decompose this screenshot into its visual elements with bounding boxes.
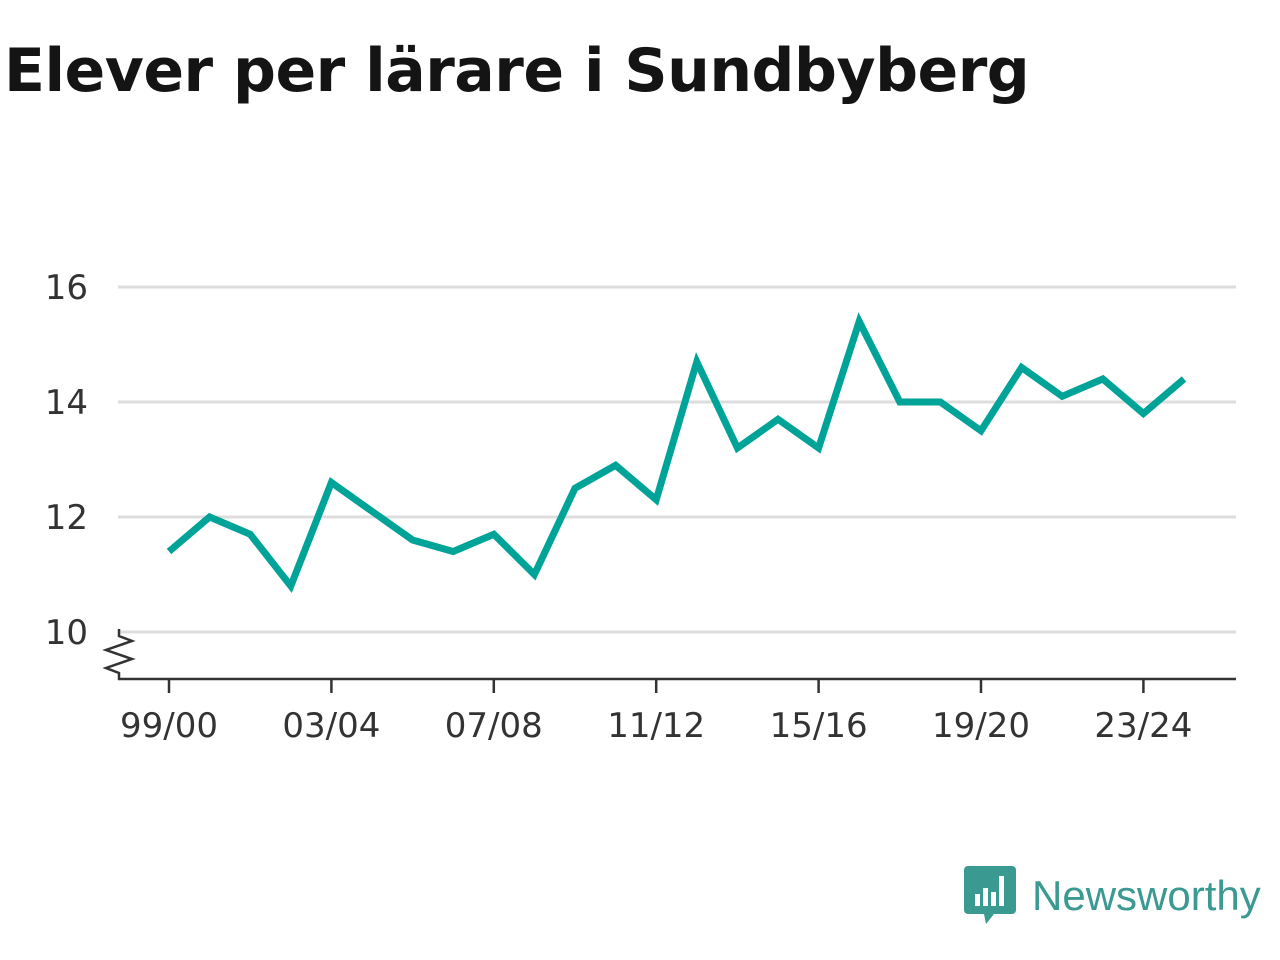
x-tick-label-03-04: 03/04 (282, 706, 380, 746)
x-axis-tick-labels: 99/00 03/04 07/08 11/12 15/16 19/20 23/24 (120, 706, 1192, 746)
data-point-24-25 (1181, 376, 1188, 383)
data-point-15-16 (815, 445, 822, 452)
y-tick-label-10: 10 (45, 613, 88, 653)
data-point-13-14 (734, 445, 741, 452)
data-point-20-21 (1018, 364, 1025, 371)
y-axis-break-icon (102, 629, 136, 680)
data-point-23-24 (1140, 410, 1147, 417)
data-point-99-00 (166, 548, 173, 555)
data-point-04-05 (369, 508, 376, 515)
data-point-06-07 (450, 548, 457, 555)
data-point-17-18 (896, 399, 903, 406)
series-layer (166, 312, 1188, 593)
data-point-03-04 (328, 479, 335, 486)
data-point-08-09 (531, 571, 538, 578)
data-point-11-12 (653, 496, 660, 503)
data-point-02-03 (287, 583, 294, 590)
data-point-22-23 (1099, 376, 1106, 383)
x-tick-label-19-20: 19/20 (932, 706, 1030, 746)
x-tick-label-99-00: 99/00 (120, 706, 218, 746)
data-point-18-19 (937, 399, 944, 406)
x-axis (102, 629, 1236, 693)
data-point-05-06 (409, 537, 416, 544)
brand-name: Newsworthy (1032, 872, 1261, 919)
x-tick-label-11-12: 11/12 (607, 706, 705, 746)
x-tick-label-23-24: 23/24 (1094, 706, 1192, 746)
x-tick-label-07-08: 07/08 (445, 706, 543, 746)
data-point-16-17 (856, 318, 863, 325)
y-tick-label-16: 16 (45, 268, 88, 308)
gridlines (118, 285, 1236, 634)
x-tick-label-15-16: 15/16 (770, 706, 868, 746)
data-point-21-22 (1059, 393, 1066, 400)
chart-bubble-icon (964, 866, 1016, 924)
data-point-09-10 (572, 485, 579, 492)
series-line-0 (166, 312, 1187, 593)
data-point-07-08 (490, 531, 497, 538)
data-point-00-01 (206, 514, 213, 521)
y-axis-tick-labels: 10 12 14 16 (45, 268, 88, 653)
brand-logo: Newsworthy (964, 866, 1261, 926)
y-tick-label-14: 14 (45, 383, 88, 423)
data-point-10-11 (612, 462, 619, 469)
chart-title: Elever per lärare i Sundbyberg (4, 36, 1030, 106)
data-point-19-20 (978, 427, 985, 434)
y-tick-label-12: 12 (45, 498, 88, 538)
data-point-14-15 (775, 416, 782, 423)
data-point-01-02 (247, 531, 254, 538)
data-point-12-13 (693, 358, 700, 365)
